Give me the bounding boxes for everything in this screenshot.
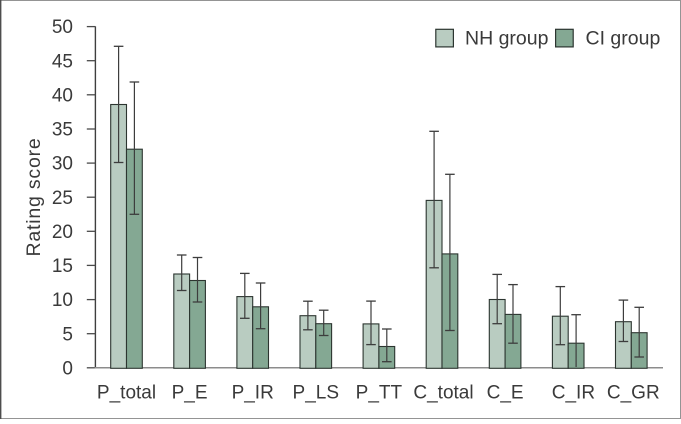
svg-text:40: 40 bbox=[52, 85, 73, 106]
svg-text:C_GR: C_GR bbox=[607, 383, 660, 404]
svg-text:P_TT: P_TT bbox=[356, 383, 403, 404]
svg-text:45: 45 bbox=[52, 51, 73, 72]
svg-text:0: 0 bbox=[62, 358, 73, 379]
svg-text:5: 5 bbox=[62, 324, 73, 345]
svg-text:30: 30 bbox=[52, 154, 73, 175]
svg-text:C_total: C_total bbox=[413, 383, 473, 404]
svg-text:15: 15 bbox=[52, 256, 73, 277]
svg-text:P_LS: P_LS bbox=[293, 383, 339, 404]
svg-text:C_IR: C_IR bbox=[552, 383, 595, 404]
svg-text:P_E: P_E bbox=[172, 383, 208, 404]
svg-text:NH group: NH group bbox=[465, 27, 549, 49]
svg-text:50: 50 bbox=[52, 17, 73, 38]
svg-text:CI group: CI group bbox=[586, 27, 661, 49]
svg-text:Rating score: Rating score bbox=[23, 137, 45, 256]
svg-text:P_IR: P_IR bbox=[232, 383, 274, 404]
svg-text:25: 25 bbox=[52, 188, 73, 209]
svg-text:35: 35 bbox=[52, 120, 73, 141]
svg-text:10: 10 bbox=[52, 290, 73, 311]
svg-text:20: 20 bbox=[52, 222, 73, 243]
svg-text:P_total: P_total bbox=[97, 383, 156, 404]
svg-text:C_E: C_E bbox=[487, 383, 524, 404]
